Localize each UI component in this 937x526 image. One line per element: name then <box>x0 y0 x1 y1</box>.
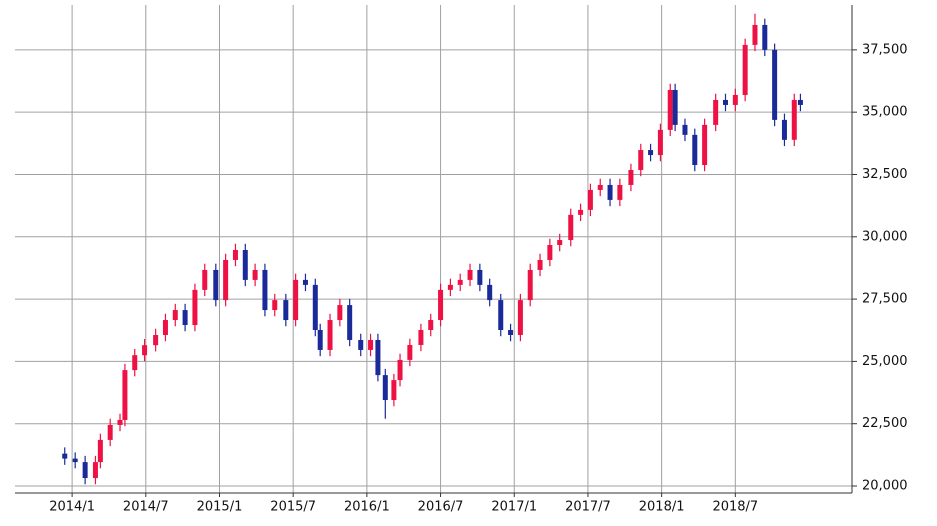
candle-body <box>312 284 318 331</box>
candle-body <box>772 49 778 120</box>
candle-body <box>117 419 123 425</box>
grid <box>15 5 852 493</box>
candle-body <box>692 134 698 166</box>
y-tick-label: 27,500 <box>862 292 908 307</box>
candle-body <box>467 269 473 280</box>
candle-body <box>92 462 98 479</box>
candle-body <box>202 269 208 290</box>
candle-body <box>438 289 444 321</box>
candle-body <box>607 184 613 200</box>
candle-body <box>132 355 138 371</box>
candle-body <box>272 300 278 311</box>
x-tick-label: 2018/1 <box>639 500 685 515</box>
candle-body <box>628 169 634 185</box>
candle-body <box>648 150 654 156</box>
candle-body <box>337 305 343 321</box>
candle-body <box>762 24 768 50</box>
candle-body <box>182 310 188 326</box>
candle-body <box>791 99 797 140</box>
candle-body <box>302 279 308 285</box>
candle-body <box>391 380 397 401</box>
candle-body <box>672 89 678 125</box>
candle-body <box>508 330 514 335</box>
candle-body <box>347 305 353 340</box>
x-tick-label: 2015/1 <box>197 500 243 515</box>
x-tick-label: 2017/1 <box>491 500 537 515</box>
candle-body <box>327 320 333 350</box>
x-tick-label: 2017/7 <box>565 500 611 515</box>
candle-body <box>742 44 748 95</box>
candle-body <box>213 269 219 301</box>
candle-body <box>293 279 299 321</box>
candle-body <box>722 99 728 105</box>
y-tick-label: 35,000 <box>862 105 908 120</box>
candle-body <box>447 284 453 290</box>
candle-body <box>283 300 289 321</box>
candle-body <box>122 370 128 420</box>
candle-body <box>428 320 434 331</box>
candle-body <box>407 344 413 360</box>
candle-body <box>107 424 113 440</box>
candle-body <box>732 94 738 105</box>
candle-body <box>262 269 268 311</box>
candle-body <box>142 345 148 356</box>
y-tick-label: 20,000 <box>862 479 908 494</box>
candle-body <box>667 89 673 130</box>
candle-body <box>682 124 688 135</box>
candle-body <box>153 334 159 346</box>
candle-body <box>242 249 248 280</box>
candle-body <box>62 453 68 459</box>
y-tick-label: 25,000 <box>862 354 908 369</box>
x-tick-label: 2018/7 <box>712 500 758 515</box>
candle-body <box>702 124 708 166</box>
candle-body <box>97 439 103 463</box>
candle-body <box>368 339 374 350</box>
candle-body <box>397 359 403 381</box>
candle-body <box>317 330 323 350</box>
candle-body <box>527 269 533 301</box>
candle-body <box>638 150 644 170</box>
candle-body <box>172 310 178 321</box>
candle-body <box>82 462 88 479</box>
x-tick-label: 2014/7 <box>123 500 169 515</box>
candle-body <box>657 129 663 156</box>
y-tick-label: 32,500 <box>862 167 908 182</box>
x-tick-label: 2015/7 <box>270 500 316 515</box>
x-tick-label: 2014/1 <box>49 500 95 515</box>
candle-body <box>578 209 584 215</box>
candle-body <box>487 284 493 301</box>
x-tick-label: 2016/7 <box>418 500 464 515</box>
candle-body <box>713 99 719 125</box>
candle-body <box>457 279 463 285</box>
candle-body <box>597 184 603 190</box>
candle-body <box>477 269 483 285</box>
candle-body <box>797 99 803 105</box>
candle-body <box>232 249 238 260</box>
candle-body <box>252 269 258 280</box>
candle-body <box>781 119 787 140</box>
candle-body <box>537 259 543 270</box>
candle-body <box>498 300 504 331</box>
candle-body <box>382 375 388 401</box>
y-tick-label: 22,500 <box>862 416 908 431</box>
candle-body <box>418 330 424 345</box>
candle-body <box>547 245 553 260</box>
candle-body <box>72 458 78 463</box>
candles <box>62 13 803 485</box>
candle-body <box>223 259 229 301</box>
y-tick-label: 30,000 <box>862 229 908 244</box>
candle-body <box>162 320 168 335</box>
candle-body <box>358 339 364 350</box>
candle-body <box>557 240 563 246</box>
candle-body <box>752 24 758 45</box>
candle-body <box>375 339 381 376</box>
candle-body <box>617 184 623 200</box>
candle-body <box>192 289 198 326</box>
candle-body <box>568 214 574 241</box>
y-tick-label: 37,500 <box>862 42 908 57</box>
candle-body <box>517 300 523 335</box>
x-tick-label: 2016/1 <box>344 500 390 515</box>
candle-body <box>587 189 593 210</box>
